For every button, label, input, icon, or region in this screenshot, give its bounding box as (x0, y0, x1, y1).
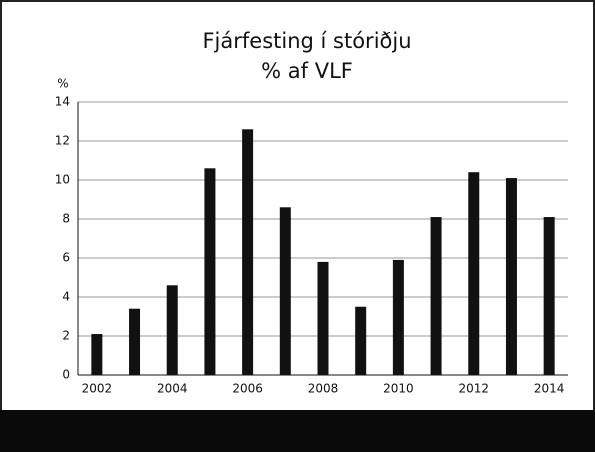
y-tick-label: 14 (55, 95, 70, 109)
x-tick-label: 2012 (458, 382, 489, 396)
bar (392, 259, 404, 375)
bar (91, 334, 103, 375)
bar (279, 207, 291, 375)
bar (129, 308, 141, 375)
bar (355, 306, 367, 375)
bar (543, 217, 555, 375)
y-axis-label: % (57, 77, 68, 91)
y-tick-label: 4 (62, 290, 70, 304)
chart-title: Fjárfesting í stóriðju (202, 29, 411, 53)
y-tick-label: 0 (62, 368, 70, 382)
x-tick-label: 2004 (157, 382, 188, 396)
x-tick-label: 2008 (308, 382, 339, 396)
bar (166, 285, 178, 375)
x-tick-label: 2002 (82, 382, 113, 396)
bar (468, 172, 480, 375)
chart-subtitle: % af VLF (261, 59, 353, 83)
bar (204, 168, 216, 375)
y-tick-label: 6 (62, 251, 70, 265)
bar (505, 178, 517, 375)
footer-band (0, 410, 595, 452)
y-tick-label: 2 (62, 329, 70, 343)
x-tick-label: 2014 (534, 382, 565, 396)
x-tick-label: 2006 (232, 382, 263, 396)
x-tick-label: 2010 (383, 382, 414, 396)
bar (317, 261, 329, 375)
y-tick-label: 12 (55, 134, 70, 148)
bar (242, 129, 254, 375)
y-tick-label: 10 (55, 173, 70, 187)
bar (430, 217, 442, 375)
y-tick-label: 8 (62, 212, 70, 226)
